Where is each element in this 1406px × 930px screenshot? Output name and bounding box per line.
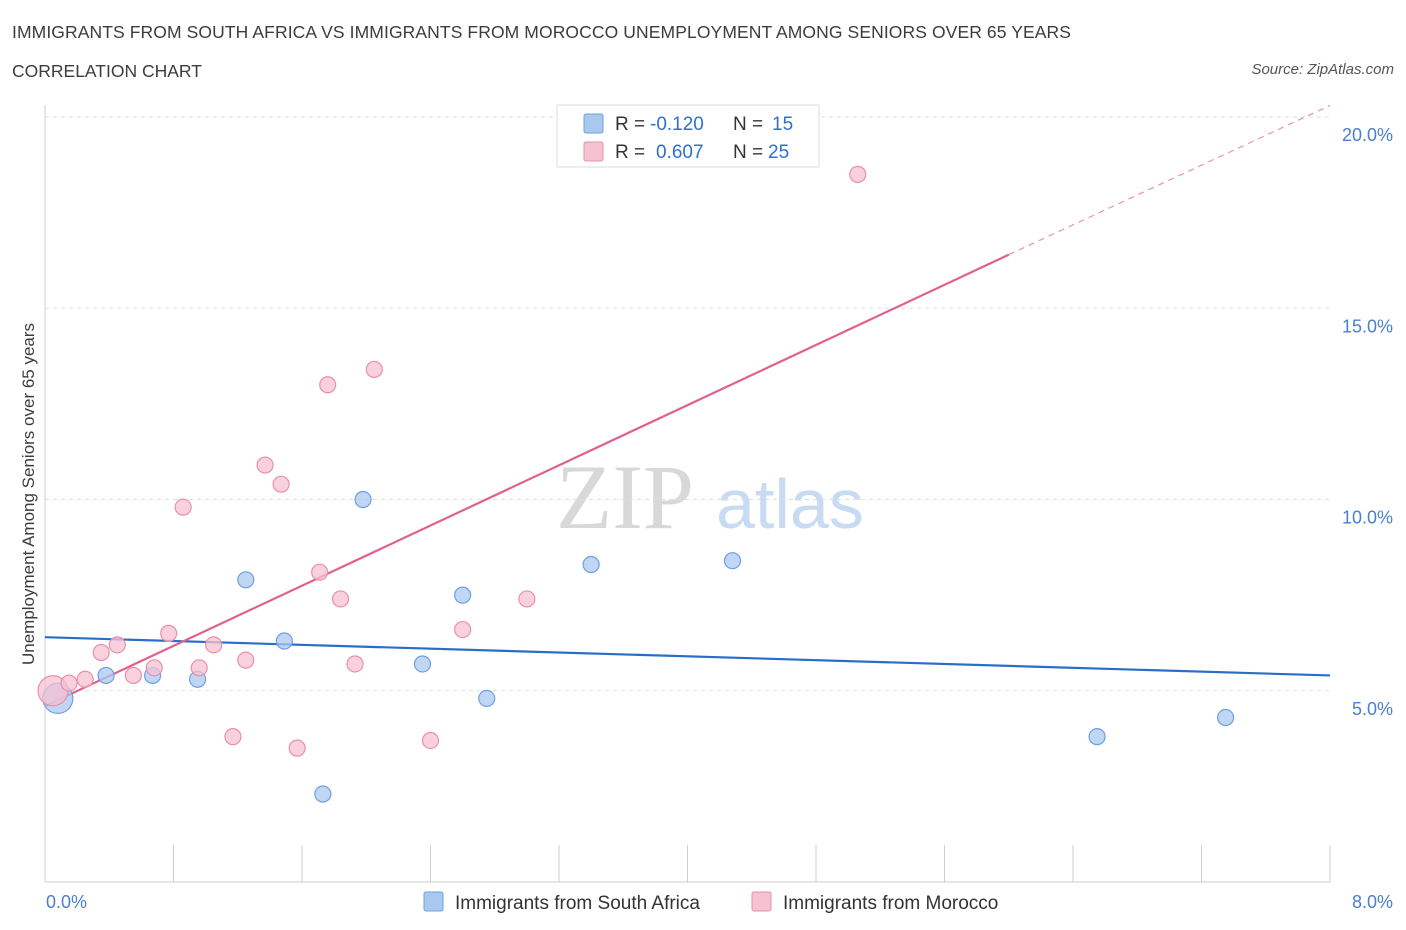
point-south-africa bbox=[97, 666, 115, 685]
point-morocco bbox=[76, 670, 94, 688]
y-axis-label: Unemployment Among Seniors over 65 years bbox=[19, 323, 38, 665]
point-morocco bbox=[518, 590, 536, 608]
trendline-morocco-extension bbox=[1008, 104, 1331, 256]
x-tick-labels: 0.0% 8.0% bbox=[46, 892, 1393, 912]
correlation-legend: R = -0.120 N = 15 R = 0.607 N = 25 bbox=[556, 104, 820, 168]
point-south-africa bbox=[1088, 728, 1106, 746]
legend-swatch-south-africa bbox=[583, 113, 604, 134]
watermark-zip: ZIP bbox=[556, 446, 694, 548]
point-south-africa bbox=[478, 689, 496, 708]
legend-n-value-south-africa: 15 bbox=[772, 114, 793, 135]
bottom-legend-morocco: Immigrants from Morocco bbox=[783, 893, 998, 914]
legend-r-label: R = bbox=[615, 114, 645, 135]
point-morocco bbox=[311, 563, 329, 581]
point-morocco bbox=[92, 643, 110, 662]
watermark-atlas: atlas bbox=[716, 465, 864, 543]
point-morocco bbox=[849, 165, 867, 183]
y-tick-label: 15.0% bbox=[1342, 316, 1393, 336]
point-south-africa bbox=[354, 490, 372, 509]
data-points bbox=[37, 165, 1235, 803]
point-morocco bbox=[272, 475, 290, 493]
point-morocco bbox=[124, 666, 142, 685]
point-morocco bbox=[319, 376, 337, 394]
point-morocco bbox=[288, 739, 306, 757]
point-morocco bbox=[108, 636, 126, 654]
bottom-legend-swatch-morocco bbox=[751, 891, 772, 912]
x-tick-label: 8.0% bbox=[1352, 892, 1393, 912]
point-morocco bbox=[190, 659, 208, 677]
point-morocco bbox=[174, 498, 192, 516]
point-morocco bbox=[237, 651, 255, 669]
legend-n-value-morocco: 25 bbox=[768, 142, 789, 163]
point-morocco bbox=[160, 624, 178, 642]
point-south-africa bbox=[723, 552, 742, 570]
point-morocco bbox=[454, 620, 472, 639]
point-morocco bbox=[421, 731, 440, 750]
point-south-africa bbox=[314, 785, 332, 803]
trendline-morocco bbox=[44, 253, 1010, 708]
point-morocco bbox=[205, 636, 223, 654]
trend-lines bbox=[44, 104, 1331, 708]
y-tick-label: 5.0% bbox=[1352, 699, 1393, 719]
point-morocco bbox=[256, 456, 274, 474]
source-label: Source: ZipAtlas.com bbox=[1251, 61, 1394, 78]
series-legend: Immigrants from South Africa Immigrants … bbox=[423, 891, 998, 914]
chart-subtitle: CORRELATION CHART bbox=[12, 61, 202, 81]
point-morocco bbox=[224, 728, 242, 746]
legend-swatch-morocco bbox=[583, 141, 604, 162]
legend-n-label: N = bbox=[733, 114, 763, 135]
point-south-africa bbox=[237, 571, 255, 589]
y-tick-label: 10.0% bbox=[1342, 508, 1393, 528]
point-morocco bbox=[346, 655, 364, 673]
y-tick-labels: 5.0% 10.0% 15.0% 20.0% bbox=[1342, 125, 1393, 719]
point-south-africa bbox=[454, 586, 472, 604]
point-south-africa bbox=[582, 555, 600, 574]
point-morocco bbox=[331, 590, 350, 608]
legend-r-value-morocco: 0.607 bbox=[656, 142, 704, 163]
watermark: ZIP atlas bbox=[556, 446, 864, 548]
y-tick-label: 20.0% bbox=[1342, 125, 1393, 145]
legend-r-label: R = bbox=[615, 142, 645, 163]
point-south-africa bbox=[413, 655, 432, 673]
point-south-africa bbox=[1216, 708, 1235, 727]
point-morocco bbox=[60, 674, 78, 692]
legend-n-label: N = bbox=[733, 142, 763, 163]
point-south-africa bbox=[275, 632, 293, 650]
bottom-legend-south-africa: Immigrants from South Africa bbox=[455, 893, 700, 914]
point-morocco bbox=[365, 360, 383, 379]
chart-title: IMMIGRANTS FROM SOUTH AFRICA VS IMMIGRAN… bbox=[12, 22, 1072, 42]
point-morocco bbox=[145, 659, 163, 677]
legend-r-value-south-africa: -0.120 bbox=[650, 114, 704, 135]
axes bbox=[44, 105, 1331, 883]
trendline-south-africa bbox=[44, 636, 1331, 677]
gridlines bbox=[45, 116, 1330, 692]
x-tick-label: 0.0% bbox=[46, 892, 87, 912]
bottom-legend-swatch-south-africa bbox=[423, 891, 444, 912]
